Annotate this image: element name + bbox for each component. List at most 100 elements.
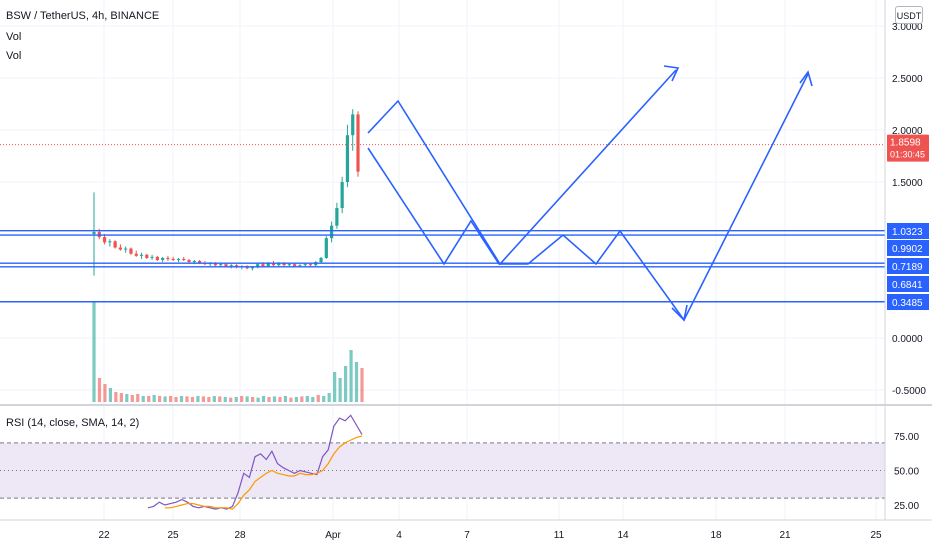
candle-body: [319, 257, 323, 263]
rsi-legend[interactable]: RSI (14, close, SMA, 14, 2): [6, 417, 140, 429]
volume-bar: [278, 397, 282, 402]
volume-bar: [289, 397, 293, 402]
level-badge: [887, 223, 929, 239]
candle-body: [182, 258, 186, 260]
rsi-tick-label: 50.00: [894, 467, 919, 478]
candle-body: [171, 258, 175, 260]
candle-body: [250, 267, 254, 269]
grid: [0, 0, 885, 520]
candle-body: [356, 114, 360, 172]
candle-body: [351, 114, 355, 136]
projection-path-2: [367, 73, 809, 322]
rsi-tick-label: 25.00: [894, 501, 919, 512]
volume-bar: [305, 396, 309, 402]
last-price-badge: [887, 134, 929, 162]
candle-body: [108, 241, 112, 243]
candle-body: [277, 263, 281, 266]
volume-bar: [179, 396, 184, 402]
volume-bar: [174, 397, 178, 402]
volume-bar: [360, 368, 364, 402]
volume-bar: [108, 388, 113, 402]
price-pane-background: [0, 0, 885, 405]
rsi-axis[interactable]: 75.00 50.00 25.00: [894, 432, 919, 512]
level-badge-value: 1.0323: [892, 227, 923, 238]
time-tick-label: 7: [464, 530, 470, 541]
volume-bar: [136, 394, 140, 402]
currency-button[interactable]: USDT: [895, 6, 923, 24]
candle-body: [187, 260, 191, 263]
volume-bar: [251, 397, 255, 402]
level-badge-value: 0.9902: [892, 244, 923, 255]
level-badge: [887, 240, 929, 256]
volume-bar: [114, 392, 118, 402]
time-tick-label: 11: [554, 530, 565, 541]
candle-body: [166, 257, 170, 259]
candle-body: [335, 208, 339, 226]
price-tick-label: -0.5000: [892, 386, 926, 397]
time-axis[interactable]: 22 25 28 Apr 4 7 11 14 18 21 25: [98, 530, 882, 541]
time-tick-label: 25: [167, 530, 179, 541]
time-tick-label: 25: [870, 530, 882, 541]
projection-arrowhead-2: [671, 304, 688, 322]
time-tick-label: 28: [234, 530, 246, 541]
last-price-countdown: 01:30:45: [890, 150, 925, 160]
price-tick-label: 1.5000: [892, 178, 923, 189]
time-tick-label: 22: [98, 530, 110, 541]
volume-bar: [349, 350, 353, 402]
candle-body: [155, 256, 159, 260]
time-tick-label: 4: [396, 530, 402, 541]
volume-bar: [185, 396, 189, 402]
time-tick-label: 14: [617, 530, 629, 541]
projection-drawings[interactable]: [367, 65, 813, 322]
candle-body: [176, 258, 181, 260]
volume-bar: [333, 372, 337, 402]
volume-bar: [158, 396, 162, 402]
volume-bar: [316, 395, 320, 402]
volume-bar: [311, 397, 315, 402]
level-badge-value: 0.7189: [892, 262, 923, 273]
rsi-indicator: [0, 414, 885, 510]
volume-bar: [322, 396, 326, 402]
volume-bar: [130, 395, 134, 402]
candle-body: [308, 264, 313, 266]
candle-body: [124, 248, 128, 250]
volume-bar: [300, 396, 304, 402]
candle-body: [261, 264, 265, 267]
candle-body: [282, 263, 286, 266]
candle-body: [92, 231, 96, 234]
projection-arrowhead-3: [799, 70, 813, 87]
volume-bar: [103, 384, 107, 402]
volume-bar: [272, 396, 277, 402]
volume-legend-2[interactable]: Vol: [6, 50, 22, 62]
volume-bar: [354, 362, 359, 402]
candle-body: [213, 263, 218, 266]
volume-bar: [190, 397, 195, 402]
candle-body: [219, 264, 223, 266]
volume-bar: [92, 302, 96, 402]
rsi-line: [147, 414, 363, 510]
volume-bar: [223, 397, 227, 402]
level-badge-value: 0.3485: [892, 298, 923, 309]
volume-bar: [152, 395, 156, 402]
volume-bar: [168, 396, 173, 402]
candle-body: [287, 264, 291, 266]
volume-bar: [234, 397, 238, 402]
symbol-legend[interactable]: BSW / TetherUS, 4h, BINANCE: [6, 10, 160, 22]
volume-bar: [343, 366, 348, 402]
horizontal-levels[interactable]: [0, 144, 885, 303]
price-axis[interactable]: 3.0000 2.5000 2.0000 1.5000 0.0000 -0.5000: [892, 22, 926, 397]
level-badge: [887, 294, 929, 310]
price-tick-label: 0.0000: [892, 334, 923, 345]
candle-body: [129, 248, 133, 254]
candle-body: [145, 254, 149, 258]
candle-body: [224, 264, 228, 267]
candle-body: [266, 263, 270, 267]
volume-bar: [125, 394, 129, 402]
volume-bar: [201, 396, 205, 402]
candle-body: [118, 247, 122, 250]
level-badge-value: 0.6841: [892, 280, 923, 291]
price-tick-label: 2.5000: [892, 74, 923, 85]
volume-legend-1[interactable]: Vol: [6, 31, 22, 43]
